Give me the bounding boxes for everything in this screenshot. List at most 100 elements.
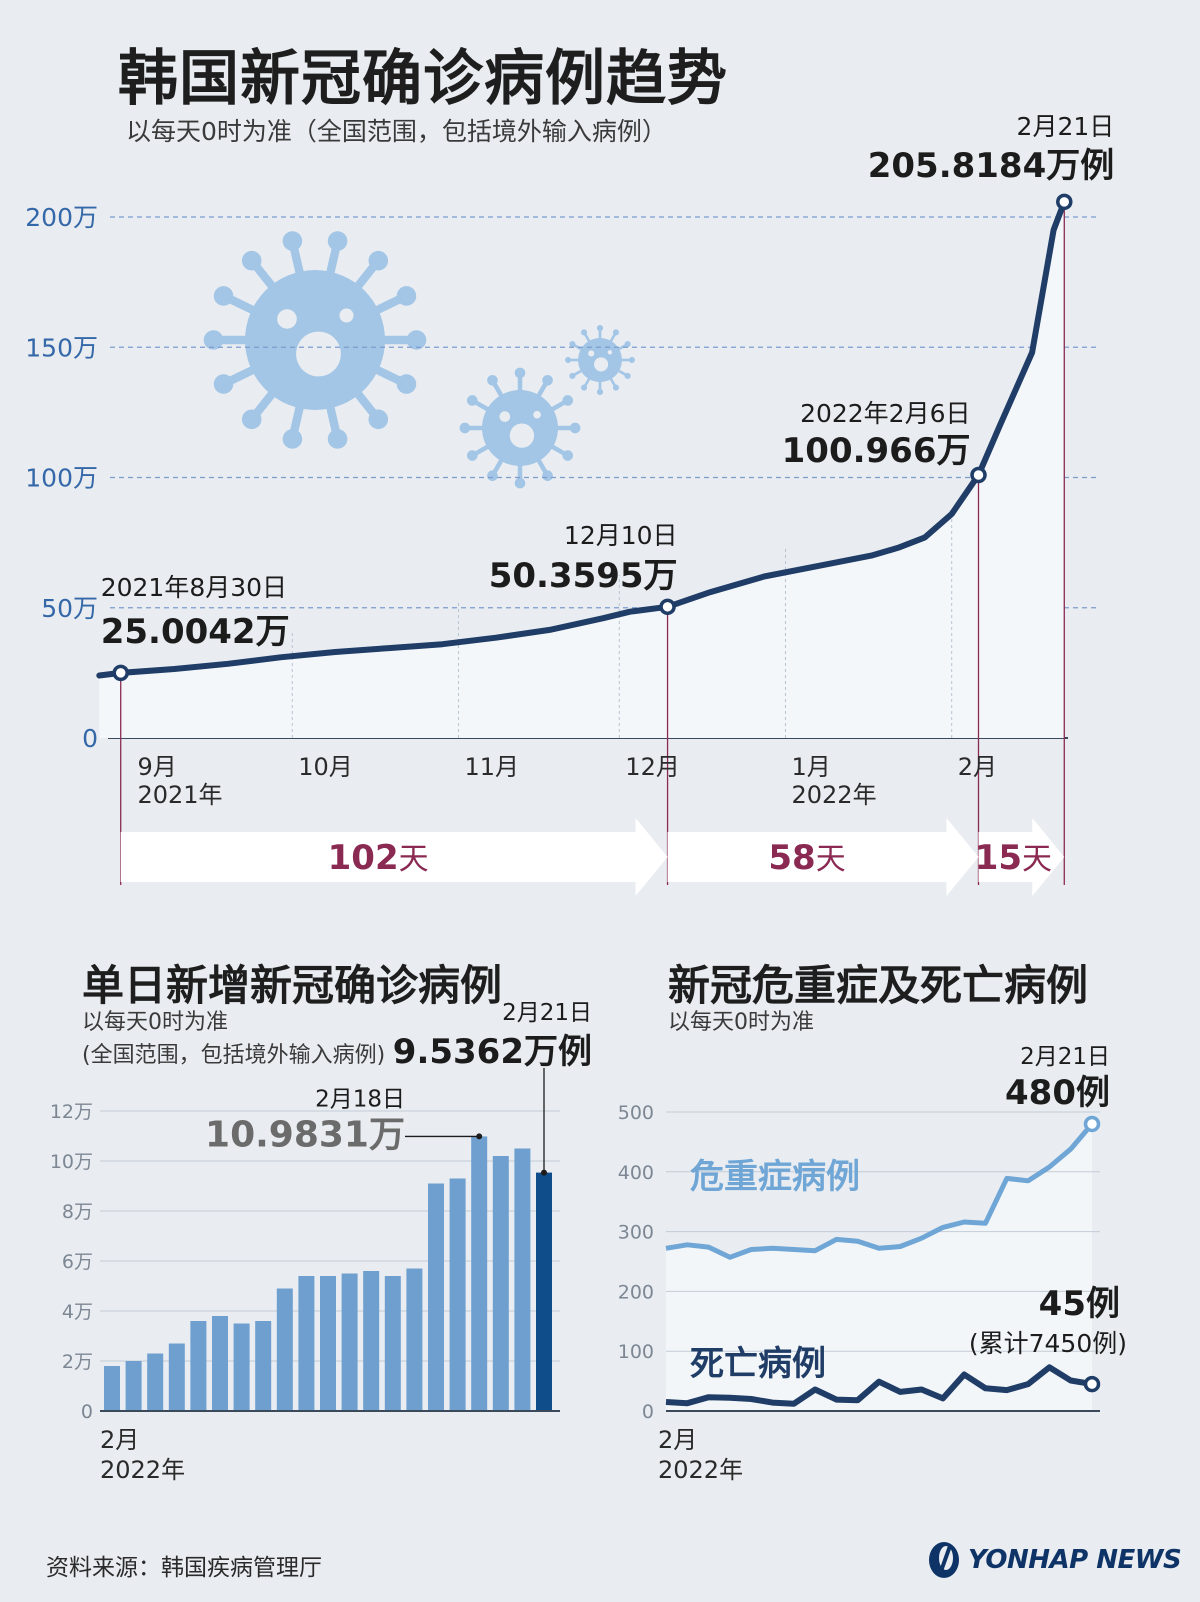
critical-area — [666, 1124, 1092, 1411]
bar — [320, 1276, 336, 1411]
x-tick-label: 10月 — [298, 753, 353, 781]
x-tick: 12月 — [625, 753, 680, 781]
annotation-value: 25.0042万 — [101, 612, 290, 652]
daily-subtitle-line-1: 以每天0时为准 — [82, 1010, 228, 1035]
data-point — [1056, 193, 1073, 211]
series-label-deaths: 死亡病例 — [690, 1344, 826, 1384]
bar — [255, 1321, 272, 1411]
bar — [363, 1271, 380, 1411]
bar — [428, 1183, 444, 1411]
x-tick: 2月 — [958, 753, 997, 781]
x-tick-label: 2月 — [958, 753, 997, 781]
daily-cases-subtitle: 以每天0时为准 (全国范围，包括境外输入病例) — [82, 1006, 385, 1072]
page-subtitle: 以每天0时为准（全国范围，包括境外输入病例） — [126, 117, 667, 146]
bar — [384, 1276, 401, 1411]
data-point — [112, 664, 129, 682]
y-tick-label: 300 — [618, 1222, 654, 1244]
x-tick-label: 9月 — [137, 753, 176, 781]
virus-illustration — [203, 231, 635, 489]
interval-arrow: 102天 — [120, 818, 668, 896]
y-tick-label: 0 — [642, 1401, 654, 1423]
annotation-value: 100.966万 — [782, 431, 971, 471]
bar — [341, 1273, 358, 1411]
bar — [190, 1321, 207, 1411]
y-tick-label: 150万 — [25, 333, 98, 362]
critical-annotation: 2月21日 480例 — [1005, 1044, 1110, 1113]
annotation-value: 10.9831万 — [205, 1114, 405, 1155]
bar — [147, 1353, 164, 1411]
x-tick-label: 11月 — [464, 753, 519, 781]
yonhap-logo: YONHAP NEWS — [926, 1540, 1182, 1580]
point-annotation: 2月21日 205.8184万例 — [868, 112, 1115, 186]
data-point — [659, 598, 676, 616]
y-tick-label: 12万 — [50, 1101, 93, 1123]
bar — [298, 1276, 315, 1411]
x-tick-year: 2022年 — [658, 1456, 743, 1484]
y-tick-label: 0 — [82, 724, 98, 753]
bar — [514, 1148, 531, 1411]
bar — [276, 1288, 293, 1411]
yonhap-logo-text: YONHAP NEWS — [968, 1545, 1182, 1575]
annotation-date: 2021年8月30日 — [101, 573, 287, 602]
death-annotation: 45例 (累计7450例) — [969, 1284, 1127, 1358]
data-point — [1083, 1115, 1101, 1133]
point-annotation: 12月10日 50.3595万 — [489, 521, 678, 596]
x-tick-year: 2022年 — [792, 781, 877, 809]
critical-series-line — [665, 1122, 1094, 1260]
data-point — [1083, 1375, 1101, 1393]
bar — [406, 1268, 423, 1411]
y-tick-label: 8万 — [62, 1201, 93, 1223]
annotation-date: 12月10日 — [564, 521, 678, 550]
bar — [125, 1361, 142, 1411]
point-annotation: 2022年2月6日 100.966万 — [782, 399, 971, 471]
point-annotation: 2021年8月30日 25.0042万 — [101, 573, 290, 652]
y-tick-label: 6万 — [62, 1251, 93, 1273]
bar — [536, 1172, 552, 1411]
bar — [471, 1136, 488, 1411]
y-tick-label: 100万 — [25, 464, 98, 493]
series-label-critical: 危重症病例 — [690, 1157, 860, 1197]
x-tick-year: 2022年 — [100, 1456, 185, 1484]
bar — [104, 1366, 120, 1411]
annotation-date: 2月18日 — [315, 1086, 405, 1112]
annotation-value: 45例 — [1039, 1284, 1120, 1324]
bar — [168, 1343, 185, 1411]
x-tick-year: 2021年 — [137, 781, 222, 809]
annotation-date: 2月21日 — [1020, 1044, 1110, 1070]
daily-cases-title: 单日新增新冠确诊病例 — [82, 961, 503, 1010]
y-tick-label: 50万 — [41, 594, 98, 623]
critical-deaths-title: 新冠危重症及死亡病例 — [668, 961, 1089, 1010]
interval-label: 102天 — [328, 838, 429, 878]
y-tick-label: 4万 — [62, 1301, 93, 1323]
annotation-note: (累计7450例) — [969, 1329, 1127, 1358]
x-tick: 11月 — [464, 753, 519, 781]
y-tick-label: 200 — [618, 1281, 654, 1303]
bar — [492, 1156, 509, 1411]
x-tick-label: 2月 — [658, 1426, 697, 1454]
virus-icon — [203, 231, 427, 449]
interval-arrow: 15天 — [975, 818, 1065, 896]
x-tick-label: 12月 — [625, 753, 680, 781]
annotation-date: 2月21日 — [1017, 112, 1115, 141]
bar — [212, 1316, 228, 1411]
y-tick-label: 400 — [618, 1162, 654, 1184]
annotation-value: 205.8184万例 — [868, 146, 1115, 186]
bar-annotation: 2月21日 9.5362万例 — [393, 1000, 592, 1072]
data-point — [970, 466, 987, 484]
annotation-value: 9.5362万例 — [393, 1032, 592, 1072]
y-tick-label: 0 — [81, 1401, 93, 1423]
virus-icon — [459, 367, 581, 489]
annotation-value: 50.3595万 — [489, 556, 678, 596]
interval-arrow: 58天 — [667, 818, 979, 896]
y-tick-label: 200万 — [25, 203, 98, 232]
daily-subtitle-line-2: (全国范围，包括境外输入病例) — [82, 1043, 386, 1068]
annotation-date: 2月21日 — [502, 1000, 592, 1026]
death-series-line — [665, 1364, 1093, 1407]
y-tick-label: 100 — [618, 1341, 654, 1363]
annotation-value: 480例 — [1005, 1073, 1110, 1113]
interval-label: 58天 — [768, 838, 845, 878]
x-tick: 10月 — [298, 753, 353, 781]
